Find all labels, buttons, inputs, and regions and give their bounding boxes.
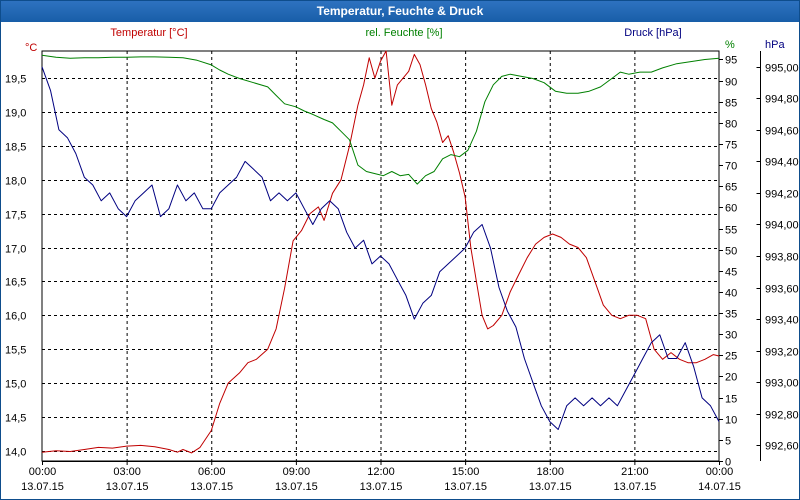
humidity-tick-label: 35 (725, 309, 737, 321)
temperature-tick-label: 17,5 (5, 210, 26, 222)
x-tick-label-time: 00:00 (706, 466, 734, 478)
x-tick-label-date: 14.07.15 (698, 481, 741, 493)
x-tick-label-time: 09:00 (283, 466, 311, 478)
axes (42, 51, 761, 465)
legend-label: Temperatur [°C] (110, 27, 187, 39)
pressure-tick-label: 994,40 (765, 157, 799, 169)
x-tick-label-time: 03:00 (113, 466, 141, 478)
pressure-tick-label: 993,20 (765, 347, 799, 359)
humidity-tick-label: 45 (725, 267, 737, 279)
pressure-unit: hPa (765, 39, 785, 51)
temperature-tick-label: 17,0 (5, 244, 26, 256)
legend-label: rel. Feuchte [%] (365, 27, 442, 39)
x-tick-label-date: 13.07.15 (529, 481, 572, 493)
temperature-tick-label: 19,5 (5, 74, 26, 86)
temperature-tick-label: 15,5 (5, 345, 26, 357)
humidity-tick-label: 80 (725, 119, 737, 131)
pressure-series-line (41, 66, 720, 430)
window-title: Temperatur, Feuchte & Druck (1, 1, 799, 22)
x-tick-label-date: 13.07.15 (613, 481, 656, 493)
x-tick-label-time: 18:00 (536, 466, 564, 478)
pressure-tick-label: 994,80 (765, 94, 799, 106)
x-tick-label-date: 13.07.15 (360, 481, 403, 493)
pressure-tick-label: 992,80 (765, 410, 799, 422)
humidity-unit: % (725, 39, 735, 51)
humidity-tick-label: 25 (725, 351, 737, 363)
humidity-tick-label: 95 (725, 55, 737, 67)
humidity-tick-label: 15 (725, 394, 737, 406)
pressure-tick-label: 994,60 (765, 126, 799, 138)
humidity-tick-label: 75 (725, 140, 737, 152)
humidity-tick-label: 0 (725, 457, 731, 469)
x-tick-label-date: 13.07.15 (106, 481, 149, 493)
x-tick-label-time: 12:00 (367, 466, 395, 478)
temperature-tick-label: 18,0 (5, 176, 26, 188)
x-tick-label-time: 21:00 (621, 466, 649, 478)
x-tick-label-date: 13.07.15 (190, 481, 233, 493)
series-lines (41, 50, 720, 454)
pressure-tick-label: 994,20 (765, 189, 799, 201)
temperature-series-line (41, 50, 720, 454)
axis-labels: 00:00 13.07.15 03:00 13.07.15 06:00 13.07.15 0… (5, 27, 799, 493)
grid (42, 51, 719, 461)
humidity-series-line (41, 54, 720, 185)
pressure-tick-label: 993,60 (765, 284, 799, 296)
line-chart: 00:00 13.07.15 03:00 13.07.15 06:00 13.07.15 0… (5, 27, 799, 493)
x-tick-label-time: 00:00 (29, 466, 57, 478)
temperature-tick-label: 14,0 (5, 447, 26, 459)
temperature-tick-label: 19,0 (5, 108, 26, 120)
temperature-tick-label: 16,5 (5, 277, 26, 289)
humidity-tick-label: 30 (725, 330, 737, 342)
humidity-tick-label: 70 (725, 161, 737, 173)
humidity-tick-label: 55 (725, 225, 737, 237)
pressure-tick-label: 994,00 (765, 220, 799, 232)
x-tick-label-date: 13.07.15 (21, 481, 64, 493)
humidity-tick-label: 40 (725, 288, 737, 300)
pressure-tick-label: 993,00 (765, 378, 799, 390)
humidity-tick-label: 90 (725, 77, 737, 89)
x-tick-label-date: 13.07.15 (275, 481, 318, 493)
pressure-tick-label: 995,00 (765, 63, 799, 75)
pressure-tick-label: 993,40 (765, 315, 799, 327)
temperature-tick-label: 16,0 (5, 311, 26, 323)
legend-label: Druck [hPa] (624, 27, 681, 39)
humidity-tick-label: 60 (725, 203, 737, 215)
x-tick-label-time: 06:00 (198, 466, 226, 478)
x-tick-label-time: 15:00 (452, 466, 480, 478)
pressure-tick-label: 993,80 (765, 252, 799, 264)
humidity-tick-label: 85 (725, 98, 737, 110)
humidity-tick-label: 5 (725, 436, 731, 448)
temperature-tick-label: 18,5 (5, 142, 26, 154)
x-tick-label-date: 13.07.15 (444, 481, 487, 493)
humidity-tick-label: 20 (725, 372, 737, 384)
humidity-tick-label: 50 (725, 246, 737, 258)
temperature-tick-label: 15,0 (5, 379, 26, 391)
humidity-tick-label: 65 (725, 182, 737, 194)
temperature-tick-label: 14,5 (5, 413, 26, 425)
pressure-tick-label: 992,60 (765, 441, 799, 453)
humidity-tick-label: 10 (725, 415, 737, 427)
temperature-unit: °C (25, 42, 37, 54)
